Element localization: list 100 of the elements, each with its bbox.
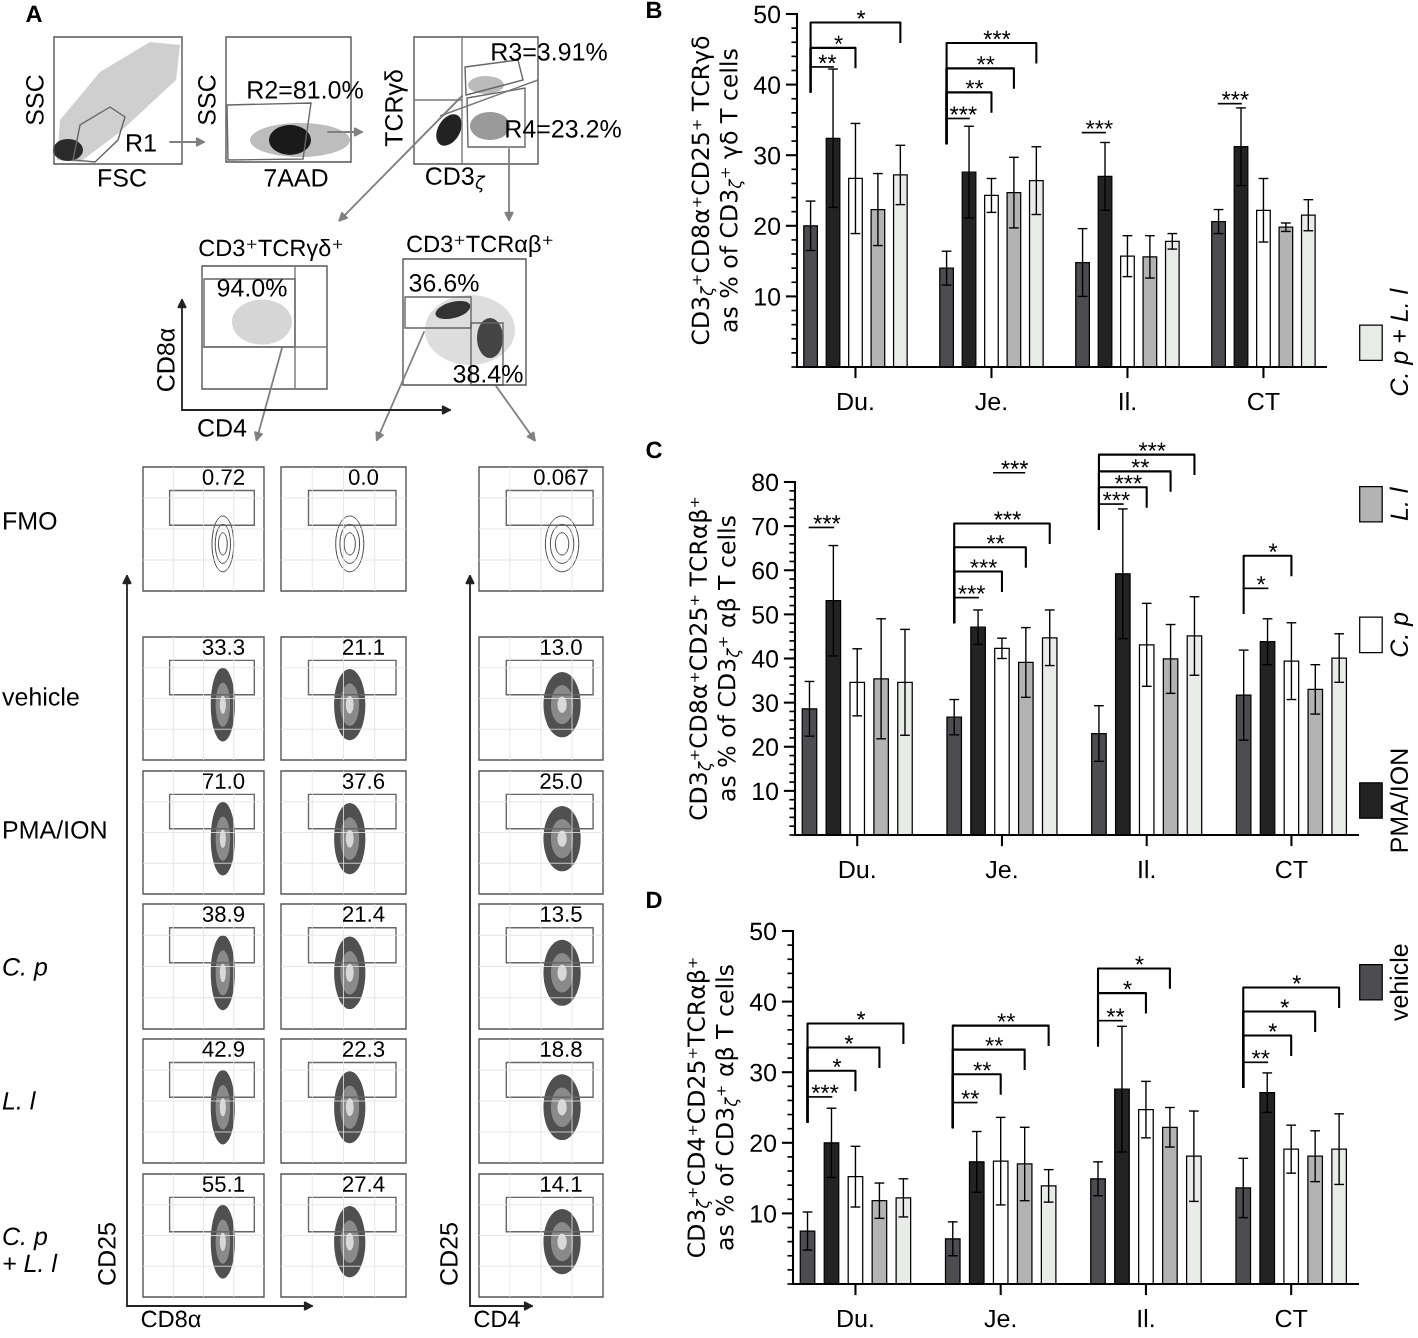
text: 71.0 xyxy=(203,773,245,789)
x-tick-label: Il. xyxy=(1139,860,1155,879)
y-axis-title: CD3$_{ζ}$⁺CD8α⁺CD25⁺ TCRγδ as % of CD3$_{ζ}$⁺ γδ T cells xyxy=(691,36,745,345)
legend-label: L. l xyxy=(1389,486,1408,521)
text: CD3⁺TCRαβ⁺ xyxy=(407,235,553,258)
text: A xyxy=(26,5,42,23)
text: FSC xyxy=(99,169,147,187)
y-tick-label: 30 xyxy=(750,1063,777,1082)
x-tick-label: Du. xyxy=(838,1309,873,1328)
text: 42.9 xyxy=(202,1041,245,1057)
annotation: ** xyxy=(965,80,984,89)
annotation: * xyxy=(1256,576,1266,585)
annotation: ** xyxy=(985,1037,1004,1046)
text: CD8α xyxy=(141,1310,201,1328)
annotation: *** xyxy=(994,511,1021,520)
x-tick-label: CT xyxy=(1276,860,1308,879)
chart-title: C xyxy=(646,441,662,459)
text: CD25 xyxy=(98,1223,116,1285)
x-tick-label: Du. xyxy=(839,860,875,879)
y-tick-label: 80 xyxy=(752,473,779,492)
text: 18.8 xyxy=(541,1041,582,1057)
annotation: * xyxy=(856,1011,866,1020)
x-tick-label: Du. xyxy=(838,392,873,411)
y-tick-label: 60 xyxy=(752,561,779,580)
x-tick-label: CT xyxy=(1275,1309,1308,1328)
annotation: *** xyxy=(1114,475,1142,484)
annotation: *** xyxy=(1103,491,1130,501)
text: 36.6% xyxy=(409,274,479,292)
legend-label: PMA/ION xyxy=(1389,749,1409,852)
text: SSC xyxy=(198,75,216,125)
annotation: * xyxy=(834,35,843,45)
annotation: * xyxy=(1123,981,1132,990)
y-axis-title: CD3$_{ζ}$⁺CD4⁺CD25⁺TCRαβ⁺ as % of CD3$_{ζ}$⁺ αβ T cells xyxy=(686,958,741,1258)
y-tick-label: 50 xyxy=(754,5,781,24)
text: CD3$_{ζ}$ xyxy=(426,167,486,193)
x-tick-label: CT xyxy=(1248,392,1280,411)
legend-label: vehicle xyxy=(1389,944,1409,1022)
y-tick-label: 70 xyxy=(752,517,779,536)
text: 0.067 xyxy=(534,469,588,485)
y-tick-label: 10 xyxy=(755,288,781,306)
text: 0.0 xyxy=(348,469,379,485)
x-tick-label: Je. xyxy=(985,860,1017,879)
annotation: *** xyxy=(811,1084,839,1094)
annotation: * xyxy=(1292,975,1301,984)
chart-title: B xyxy=(647,1,662,19)
y-axis-title: CD3$_{ζ}$⁺CD8α⁺CD25⁺ TCRαβ⁺ as % of CD3$_{ζ}$⁺ αβ T cells xyxy=(688,497,743,820)
text: 38.9 xyxy=(202,906,245,922)
y-tick-label: 50 xyxy=(752,605,779,624)
text: 14.1 xyxy=(541,1176,582,1192)
text: 94.0% xyxy=(217,279,287,297)
annotation: ** xyxy=(973,1062,992,1071)
text: C. p + L. l xyxy=(3,1227,58,1272)
x-tick-label: Je. xyxy=(975,392,1006,411)
legend-label: C. p + L. l xyxy=(1389,288,1413,396)
annotation: ** xyxy=(986,535,1005,544)
annotation: *** xyxy=(813,515,841,524)
y-tick-label: 20 xyxy=(750,1134,777,1153)
text: 37.6 xyxy=(342,773,385,789)
text: *** xyxy=(1138,442,1166,451)
y-tick-label: 50 xyxy=(750,922,777,941)
y-tick-label: 20 xyxy=(752,738,779,757)
annotation: *** xyxy=(1221,91,1249,100)
annotation: * xyxy=(1268,543,1278,552)
y-tick-label: 30 xyxy=(754,146,781,165)
text: 25.0 xyxy=(540,773,582,789)
annotation: ** xyxy=(1251,1050,1270,1059)
text: R1 xyxy=(127,134,156,152)
text: R3=3.91% xyxy=(492,43,607,61)
text: L. l xyxy=(2,1091,36,1110)
text: R2=81.0% xyxy=(248,81,363,99)
text: 13.0 xyxy=(541,639,582,655)
text: 27.4 xyxy=(342,1176,385,1192)
text: 0.72 xyxy=(202,469,245,485)
y-tick-label: 40 xyxy=(751,650,779,668)
text: CD8α xyxy=(157,328,175,391)
text: CD4 xyxy=(474,1310,520,1328)
annotation: *** xyxy=(949,106,977,115)
y-tick-label: 30 xyxy=(752,694,779,712)
annotation: ** xyxy=(818,54,837,64)
y-tick-label: 10 xyxy=(751,1205,777,1223)
text: CD25 xyxy=(440,1223,458,1285)
annotation: *** xyxy=(970,559,998,568)
y-tick-label: 40 xyxy=(749,993,777,1011)
text: vehicle xyxy=(2,687,79,706)
text: R4=23.2% xyxy=(506,120,621,138)
x-tick-label: Il. xyxy=(1138,1309,1154,1328)
text: *** xyxy=(1001,460,1029,469)
annotation: ** xyxy=(997,1013,1016,1022)
text: ** xyxy=(1131,459,1150,468)
text: 21.4 xyxy=(342,906,385,922)
chart-title: D xyxy=(647,891,662,909)
text: C. p xyxy=(3,958,48,981)
text: TCRγδ xyxy=(384,70,408,147)
annotation: ** xyxy=(1106,1008,1125,1017)
annotation: * xyxy=(1268,1023,1277,1032)
annotation: *** xyxy=(958,585,986,594)
y-tick-label: 20 xyxy=(754,217,781,236)
y-tick-label: 10 xyxy=(753,782,779,801)
annotation: * xyxy=(844,1035,854,1044)
annotation: ** xyxy=(961,1090,980,1099)
